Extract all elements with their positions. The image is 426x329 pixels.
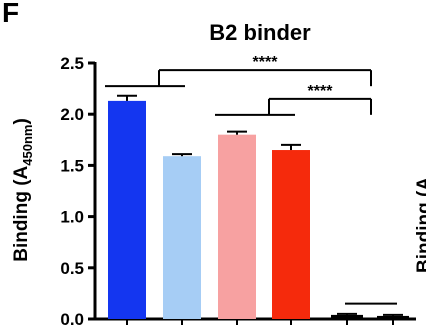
- y-tick-label: 0.5: [60, 259, 84, 278]
- significance-label: ****: [253, 54, 279, 71]
- panel-letter: F: [2, 0, 19, 28]
- significance-label: ****: [308, 83, 334, 100]
- bar: [331, 314, 363, 319]
- bar: [377, 315, 409, 319]
- plot-area: 0.0 0.5 1.0 1.5 2.0 2.5 **** ****: [60, 54, 416, 329]
- y-tick-label: 2.5: [60, 54, 84, 73]
- y-tick-label: 0.0: [60, 310, 84, 329]
- bar: [218, 134, 256, 319]
- y-axis-label: Binding (A450nm): [11, 118, 35, 262]
- bar: [272, 150, 310, 319]
- bar: [163, 156, 201, 319]
- y-axis-label-main: Binding (A: [11, 165, 32, 261]
- neighbor-panel-label: Binding (A: [414, 177, 426, 273]
- y-axis-label-subscript: 450nm: [20, 125, 35, 166]
- y-tick-label: 1.5: [60, 156, 84, 175]
- chart-title: B2 binder: [209, 20, 311, 45]
- y-axis-label-close: ): [11, 118, 32, 124]
- y-tick-label: 2.0: [60, 105, 84, 124]
- bar: [108, 100, 146, 319]
- y-tick-label: 1.0: [60, 208, 84, 227]
